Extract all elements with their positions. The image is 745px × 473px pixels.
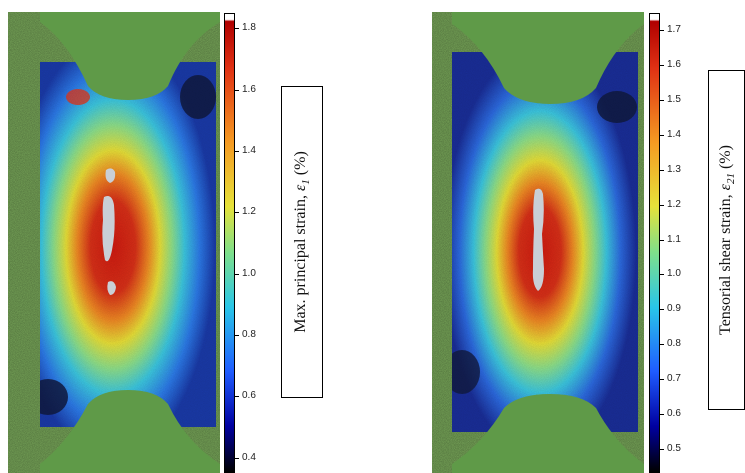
colorbar-tick-label: 0.8 <box>242 329 256 340</box>
colorbar-tick-label: 1.4 <box>667 129 681 140</box>
right-top-grip <box>452 12 644 104</box>
colorbar-tick-label: 0.9 <box>667 303 681 314</box>
colorbar-tick-mark <box>660 344 664 345</box>
colorbar-tick-mark <box>660 170 664 171</box>
colorbar-tick-label: 1.2 <box>667 199 681 210</box>
colorbar-tick-mark <box>660 135 664 136</box>
colorbar-tick-mark <box>235 335 239 336</box>
colorbar-tick-label: 1.3 <box>667 164 681 175</box>
left-axis-label-box: Max. principal strain, ε1 (%) <box>281 86 323 398</box>
left-strain-panel: 1.8 1.6 1.4 1.2 1.0 0.8 0.6 0.4 Max. principal … <box>0 0 330 473</box>
colorbar-tick-label: 1.0 <box>667 268 681 279</box>
colorbar-tick-mark <box>660 274 664 275</box>
colorbar-tick-label: 0.5 <box>667 443 681 454</box>
left-colorbar <box>224 13 235 473</box>
right-colorbar <box>649 13 660 473</box>
right-strain-panel: 1.7 1.6 1.5 1.4 1.3 1.2 1.1 1.0 0.9 0.8 0.7 0.6 0.5 … <box>420 0 745 473</box>
colorbar-tick-mark <box>235 90 239 91</box>
colorbar-tick-label: 0.6 <box>242 390 256 401</box>
colorbar-tick-mark <box>235 28 239 29</box>
colorbar-tick-mark <box>660 449 664 450</box>
colorbar-tick-mark <box>660 309 664 310</box>
right-bottom-grip <box>452 394 644 473</box>
colorbar-tick-label: 0.8 <box>667 338 681 349</box>
colorbar-tick-label: 1.6 <box>667 59 681 70</box>
colorbar-tick-label: 1.0 <box>242 268 256 279</box>
colorbar-tick-mark <box>660 379 664 380</box>
left-bottom-grip <box>40 390 220 473</box>
colorbar-tick-label: 1.2 <box>242 206 256 217</box>
colorbar-tick-mark <box>660 30 664 31</box>
colorbar-tick-mark <box>235 396 239 397</box>
colorbar-tick-mark <box>235 212 239 213</box>
colorbar-tick-label: 1.4 <box>242 145 256 156</box>
colorbar-tick-label: 1.6 <box>242 84 256 95</box>
colorbar-tick-mark <box>660 65 664 66</box>
colorbar-tick-mark <box>660 205 664 206</box>
colorbar-tick-label: 1.1 <box>667 234 681 245</box>
colorbar-tick-label: 1.8 <box>242 22 256 33</box>
left-top-grip <box>40 12 220 100</box>
colorbar-tick-mark <box>235 274 239 275</box>
colorbar-tick-label: 0.6 <box>667 408 681 419</box>
colorbar-tick-label: 1.7 <box>667 24 681 35</box>
colorbar-tick-mark <box>660 100 664 101</box>
right-axis-label-box: Tensorial shear strain, ε21 (%) <box>708 70 745 410</box>
colorbar-tick-label: 0.4 <box>242 452 256 463</box>
right-axis-label: Tensorial shear strain, ε21 (%) <box>716 145 737 335</box>
colorbar-tick-mark <box>660 414 664 415</box>
right-specimen-strain-map <box>432 12 644 473</box>
colorbar-tick-label: 0.7 <box>667 373 681 384</box>
colorbar-tick-mark <box>235 458 239 459</box>
left-specimen-strain-map <box>8 12 220 473</box>
colorbar-tick-mark <box>235 151 239 152</box>
left-axis-label: Max. principal strain, ε1 (%) <box>291 151 313 333</box>
colorbar-tick-label: 1.5 <box>667 94 681 105</box>
colorbar-tick-mark <box>660 240 664 241</box>
